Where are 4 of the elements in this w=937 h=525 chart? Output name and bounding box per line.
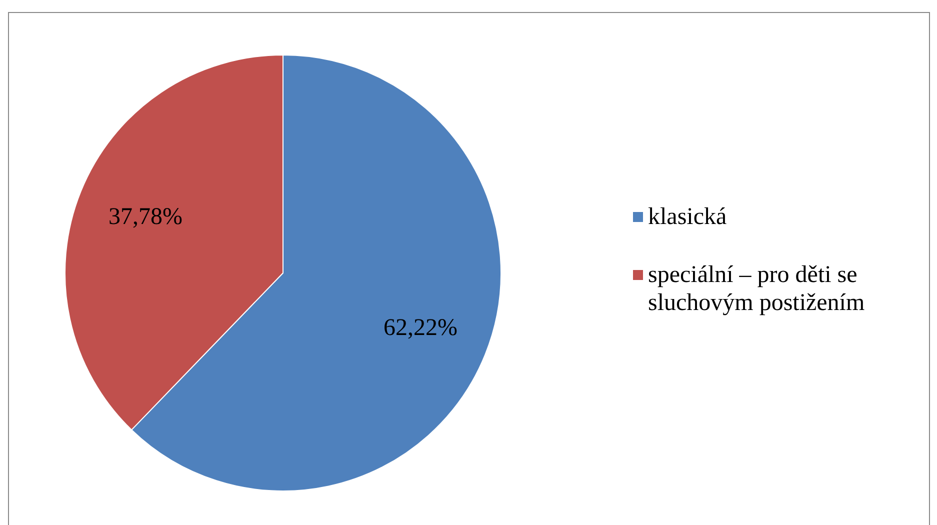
data-label: 37,78%	[108, 204, 183, 230]
legend-label: speciální – pro děti se sluchovým postižením	[648, 261, 866, 317]
legend-label: klasická	[648, 203, 727, 231]
data-label: 62,22%	[383, 314, 458, 341]
